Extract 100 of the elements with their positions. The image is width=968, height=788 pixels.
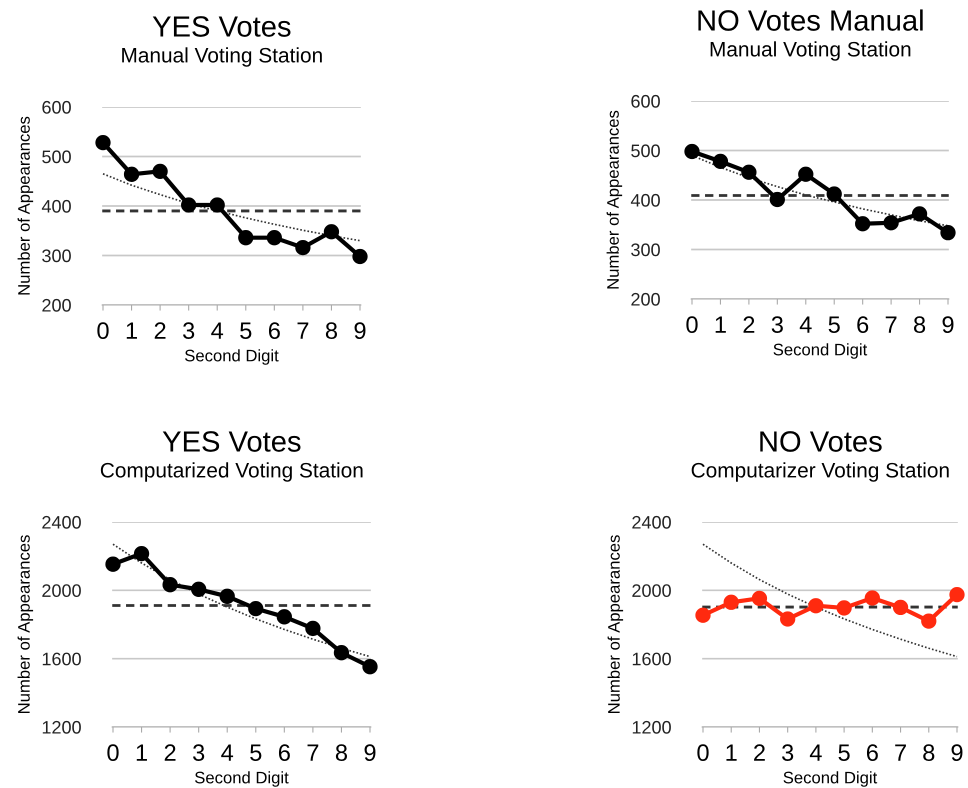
point [191, 582, 206, 597]
x-tick-label: 3 [782, 744, 794, 762]
point [684, 144, 700, 160]
x-tick-label: 2 [164, 744, 176, 761]
y-axis-title: Number of Appearances [608, 535, 624, 713]
point [210, 197, 225, 213]
point [798, 166, 814, 182]
x-tick-label: 4 [221, 744, 234, 761]
point [864, 590, 880, 606]
line-series [702, 543, 958, 658]
y-tick-label: 200 [631, 292, 660, 306]
point [276, 609, 292, 624]
line-series [102, 172, 361, 242]
point [752, 590, 768, 606]
x-axis-title: Second Digit [784, 771, 878, 787]
point [808, 598, 824, 614]
y-tick-label: 2400 [42, 516, 81, 529]
x-tick-label: 5 [838, 744, 850, 762]
y-axis-title: Number of Appearances [18, 535, 34, 713]
point [883, 215, 899, 230]
point [826, 186, 842, 202]
y-tick-label: 600 [631, 94, 660, 108]
y-tick-label: 1200 [632, 720, 671, 734]
x-tick-label: 1 [136, 744, 147, 761]
y-tick-label: 600 [42, 100, 71, 114]
x-tick-label: 9 [942, 316, 954, 334]
point [305, 620, 321, 636]
chart-title: YES Votes [152, 16, 290, 37]
point [724, 594, 739, 610]
x-tick-label: 1 [726, 744, 737, 761]
x-tick-label: 0 [97, 322, 109, 340]
x-tick-label: 1 [716, 316, 726, 333]
point [780, 611, 796, 627]
x-tick-label: 6 [268, 322, 280, 340]
point [695, 608, 711, 623]
point [162, 577, 178, 592]
x-tick-label: 6 [857, 316, 868, 334]
x-tick-label: 9 [354, 322, 366, 340]
point [105, 556, 121, 572]
point [836, 600, 852, 616]
y-axis-title: Number of Appearances [606, 110, 622, 288]
y-tick-label: 1200 [42, 720, 81, 734]
y-tick-label: 500 [631, 144, 660, 158]
point [352, 248, 368, 264]
y-tick-label: 2400 [632, 516, 671, 529]
y-tick-label: 1600 [632, 652, 671, 666]
x-tick-label: 7 [895, 744, 906, 761]
y-tick-label: 400 [630, 194, 660, 207]
point [334, 645, 350, 660]
x-axis-title: Second Digit [195, 771, 289, 787]
point [324, 224, 340, 240]
y-tick-label: 300 [631, 243, 660, 256]
point [124, 166, 140, 182]
y-tick-label: 400 [42, 200, 71, 213]
x-tick-label: 1 [126, 322, 137, 339]
x-tick-label: 0 [107, 744, 119, 762]
x-axis-title: Second Digit [185, 349, 279, 365]
x-tick-label: 5 [250, 744, 262, 762]
chart-subtitle: Manual Voting Station [710, 41, 910, 61]
x-tick-label: 6 [278, 744, 290, 762]
chart-subtitle: Manual Voting Station [122, 47, 322, 67]
point [921, 613, 936, 629]
x-tick-label: 2 [754, 744, 765, 761]
chart-title: YES Votes [162, 431, 300, 452]
point [949, 586, 965, 602]
x-tick-label: 7 [886, 316, 896, 333]
point [712, 154, 728, 170]
point [912, 206, 928, 222]
y-tick-label: 200 [42, 298, 71, 312]
point [855, 216, 870, 232]
point [770, 192, 785, 208]
x-tick-label: 8 [923, 744, 934, 762]
x-tick-label: 9 [952, 744, 962, 762]
point [134, 546, 150, 562]
point [152, 164, 168, 179]
x-tick-label: 8 [914, 316, 926, 334]
x-tick-label: 9 [364, 744, 376, 762]
x-tick-label: 8 [336, 744, 347, 762]
point [892, 600, 908, 616]
x-tick-label: 2 [744, 316, 754, 333]
y-tick-label: 2000 [632, 584, 671, 598]
x-tick-label: 3 [183, 322, 194, 340]
chart-subtitle: Computarizer Voting Station [692, 462, 949, 482]
x-tick-label: 2 [154, 322, 166, 339]
x-tick-label: 6 [866, 744, 878, 762]
x-tick-label: 4 [800, 316, 812, 333]
x-tick-label: 8 [326, 322, 337, 340]
x-tick-label: 7 [298, 322, 308, 339]
x-tick-label: 3 [772, 316, 783, 334]
x-tick-label: 4 [211, 322, 224, 339]
x-tick-label: 0 [697, 744, 709, 762]
point [940, 225, 956, 240]
x-tick-label: 4 [810, 744, 822, 761]
point [220, 588, 235, 604]
y-tick-label: 1600 [42, 652, 81, 666]
point [741, 164, 757, 180]
point [238, 230, 254, 246]
x-tick-label: 5 [240, 322, 252, 340]
point [295, 240, 311, 256]
x-tick-label: 0 [686, 316, 698, 334]
